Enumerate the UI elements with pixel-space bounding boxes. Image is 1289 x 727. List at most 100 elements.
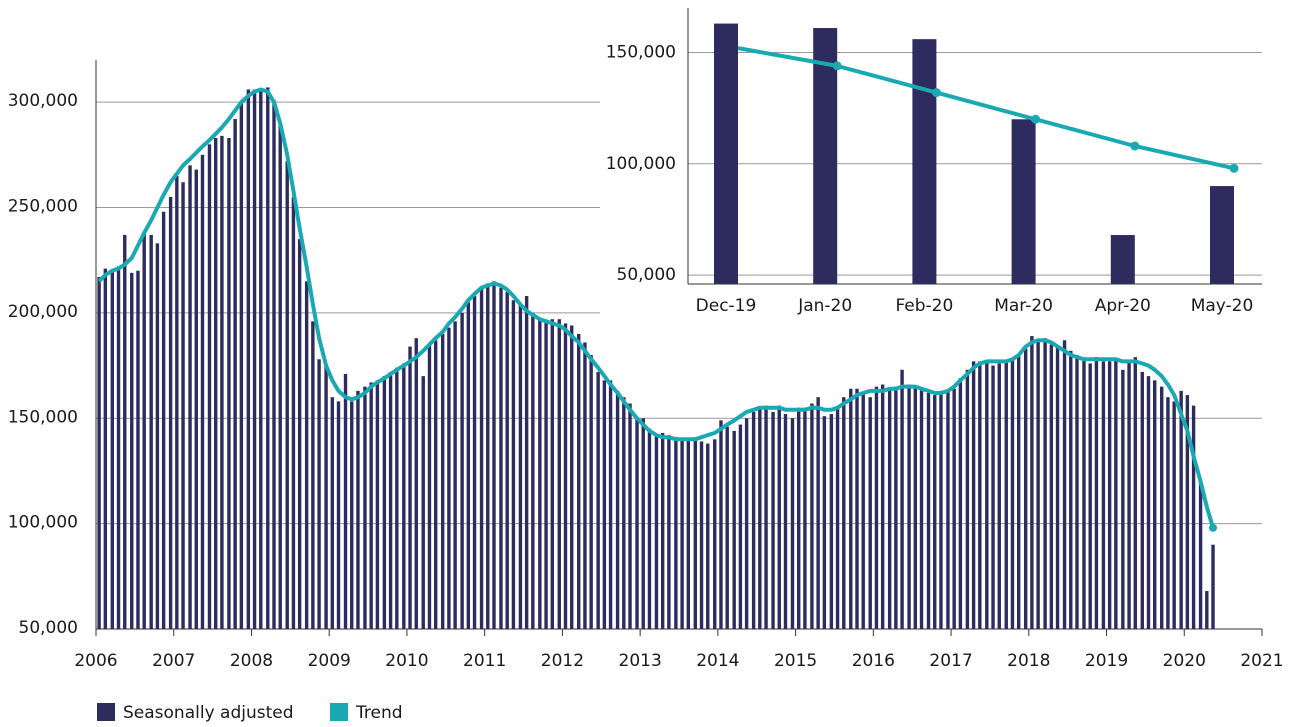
y-tick-label: 150,000	[8, 407, 78, 427]
trend-point	[1130, 141, 1140, 151]
bar	[771, 411, 775, 629]
bar	[738, 424, 743, 629]
bar	[803, 407, 807, 629]
bar	[499, 287, 503, 629]
bar	[343, 374, 348, 629]
bar	[453, 321, 457, 629]
y-tick-label: 100,000	[8, 513, 78, 533]
bar	[1211, 544, 1215, 629]
bar	[505, 291, 509, 629]
bar	[835, 407, 840, 629]
x-tick-label: Apr-20	[1095, 296, 1151, 316]
bar	[168, 196, 173, 629]
bar	[531, 312, 535, 629]
bar	[997, 363, 1001, 629]
trend-point	[1031, 114, 1041, 124]
bar	[714, 23, 738, 284]
bar	[907, 384, 911, 629]
bar	[188, 165, 192, 630]
x-tick-label: 2013	[619, 651, 662, 671]
x-tick-label: 2012	[541, 651, 584, 671]
bar	[602, 380, 607, 629]
bar	[1114, 359, 1118, 629]
x-tick-label: 2021	[1240, 651, 1283, 671]
bar	[894, 386, 898, 629]
bar	[479, 287, 484, 629]
bar	[181, 182, 185, 630]
bar	[1023, 348, 1028, 629]
bar	[946, 390, 950, 629]
bar	[259, 89, 263, 629]
x-tick-label: 2009	[308, 651, 351, 671]
bar	[142, 232, 146, 629]
bar	[706, 443, 710, 629]
bar	[1107, 361, 1112, 629]
bar	[97, 277, 101, 629]
bar	[440, 333, 445, 629]
bar	[680, 439, 684, 629]
bar	[570, 325, 574, 629]
bar	[375, 380, 380, 629]
bar	[239, 102, 244, 630]
bar	[388, 371, 393, 629]
bar	[790, 418, 795, 629]
bar	[577, 333, 581, 629]
bar	[810, 403, 814, 629]
bar	[246, 89, 251, 629]
bar	[985, 361, 989, 629]
bar	[356, 390, 360, 629]
bar	[660, 433, 665, 629]
bar	[719, 420, 723, 629]
bar	[524, 296, 529, 629]
bar	[939, 390, 943, 629]
bar	[1004, 361, 1008, 629]
bar	[395, 367, 399, 629]
bar	[311, 321, 315, 629]
y-tick-label: 300,000	[8, 91, 78, 111]
bar	[699, 441, 704, 629]
bar	[544, 321, 548, 629]
bar	[861, 392, 865, 629]
trend-line	[97, 87, 1215, 529]
bar	[1055, 346, 1060, 629]
legend-label: Seasonally adjusted	[123, 703, 294, 723]
bar	[1166, 397, 1170, 629]
x-tick-label: 2007	[152, 651, 195, 671]
x-tick-label: 2014	[696, 651, 739, 671]
bar	[220, 135, 224, 629]
bar	[130, 272, 134, 629]
bar	[732, 430, 736, 629]
bar	[363, 386, 367, 629]
bar	[266, 87, 270, 629]
bar	[622, 397, 626, 629]
x-tick-label: 2010	[385, 651, 428, 671]
bar	[110, 270, 115, 629]
trend-point	[1229, 163, 1239, 173]
x-tick-label: 2020	[1163, 651, 1206, 671]
bar	[674, 437, 678, 629]
bar	[1172, 401, 1176, 629]
bar	[336, 401, 341, 629]
bar	[466, 302, 471, 629]
bar	[777, 405, 781, 629]
bar	[1121, 369, 1125, 629]
bar	[952, 388, 956, 629]
bar	[813, 28, 838, 284]
bar	[887, 388, 892, 629]
bar	[408, 346, 412, 629]
bar	[460, 312, 464, 629]
bar	[855, 388, 859, 629]
bar	[285, 161, 289, 629]
trend-point	[832, 61, 842, 71]
bar	[1110, 235, 1135, 284]
bar	[1198, 481, 1203, 629]
bar	[1082, 359, 1086, 629]
x-tick-label: 2006	[74, 651, 117, 671]
bar	[589, 355, 593, 629]
bar	[472, 296, 477, 629]
bar	[207, 144, 212, 629]
bar	[297, 239, 302, 629]
bar	[971, 361, 976, 629]
bar	[713, 439, 717, 629]
bar	[304, 281, 309, 629]
